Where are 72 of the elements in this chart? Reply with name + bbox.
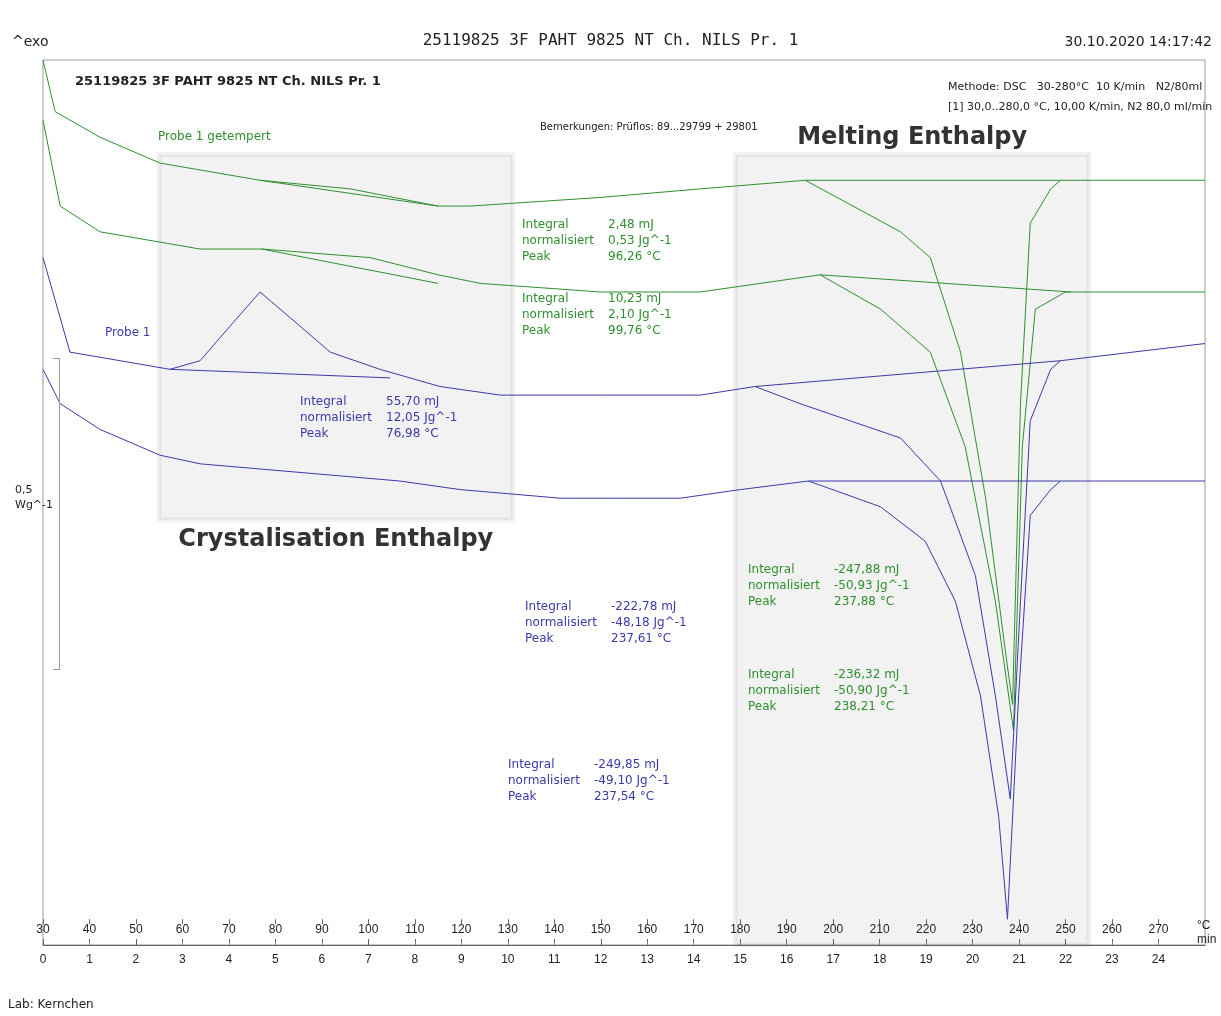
text: Integral -222,78 mJ normalisiert -48,18 Jg^-1 Peak 237,61 °C: [525, 599, 687, 646]
x2-tick-label: 13: [640, 952, 655, 966]
text: Integral -236,32 mJ normalisiert -50,90 Jg^-1 Peak 238,21 °C: [748, 667, 910, 714]
annotation: Probe 1: [105, 324, 151, 341]
text: Integral -249,85 mJ normalisiert -49,10 Jg^-1 Peak 237,54 °C: [508, 757, 670, 804]
x2-tick-label: 20: [965, 952, 980, 966]
x-tick-label: 30: [36, 922, 50, 936]
text: Integral 2,48 mJ normalisiert 0,53 Jg^-1 Peak 96,26 °C: [522, 217, 672, 264]
x-tick-label: 90: [315, 922, 329, 936]
text: Integral 10,23 mJ normalisiert 2,10 Jg^-1 Peak 99,76 °C: [522, 291, 672, 338]
x2-tick-label: 8: [411, 952, 419, 966]
x-tick-label: 250: [1055, 922, 1076, 936]
x-tick-label: 150: [590, 922, 612, 936]
x2-tick-label: 4: [225, 952, 233, 966]
x2-tick-label: 18: [872, 952, 887, 966]
x2-tick-label: 2: [132, 952, 140, 966]
x-tick-label: 230: [962, 922, 983, 936]
annotation: Probe 1 getempert: [158, 128, 271, 145]
annotation: 0,5 Wg^-1: [15, 483, 54, 513]
x-tick-label: 130: [497, 922, 519, 936]
x2-tick-label: 21: [1012, 952, 1027, 966]
x-tick-label: 180: [730, 922, 751, 936]
band-label: Melting Enthalpy: [797, 122, 1028, 151]
x2-axis-title: min: [1197, 932, 1217, 947]
x2-tick-label: 10: [501, 952, 515, 966]
x-tick-label: 70: [222, 922, 236, 936]
x-tick-label: 220: [916, 922, 937, 936]
x2-tick-label: 0: [39, 952, 47, 966]
x-tick-label: 210: [869, 922, 890, 936]
annotation: [1] 30,0..280,0 °C, 10,00 K/min, N2 80,0 ml/min: [948, 100, 1213, 115]
x-tick-label: 120: [451, 922, 472, 936]
chart-title: 25119825 3F PAHT 9825 NT Ch. NILS Pr. 1: [422, 29, 799, 49]
x-tick-label: 60: [175, 922, 190, 936]
x2-tick-label: 19: [919, 952, 934, 966]
x2-tick-label: 5: [272, 952, 280, 966]
x-tick-label: 160: [637, 922, 658, 936]
x-tick-label: 50: [129, 922, 143, 936]
x2-tick-label: 23: [1105, 952, 1120, 966]
x2-tick-label: 22: [1058, 952, 1073, 966]
x-tick-label: 200: [823, 922, 844, 936]
x2-tick-label: 24: [1151, 952, 1166, 966]
annotation: 25119825 3F PAHT 9825 NT Ch. NILS Pr. 1: [75, 72, 381, 90]
text: Integral -247,88 mJ normalisiert -50,93 Jg^-1 Peak 237,88 °C: [748, 562, 910, 609]
annotation: Bemerkungen: Prüflos: 89...29799 + 29801: [540, 120, 758, 134]
x2-tick-label: 11: [548, 952, 561, 966]
x2-tick-label: 15: [733, 952, 748, 966]
x-tick-label: 260: [1102, 922, 1123, 936]
x2-tick-label: 12: [594, 952, 608, 966]
x-tick-label: 100: [358, 922, 379, 936]
x2-tick-label: 6: [318, 952, 326, 966]
band-label: Crystalisation Enthalpy: [178, 524, 494, 553]
x2-tick-label: 7: [365, 952, 373, 966]
x-tick-label: 240: [1009, 922, 1030, 936]
x-tick-label: 190: [776, 922, 798, 936]
text: Integral 55,70 mJ normalisiert 12,05 Jg^-1 Peak 76,98 °C: [300, 394, 458, 441]
x2-tick-label: 17: [826, 952, 841, 966]
x-axis-title: °C: [1197, 918, 1211, 932]
x2-tick-label: 3: [179, 952, 187, 966]
x-tick-label: 270: [1148, 922, 1169, 936]
x2-tick-label: 9: [457, 952, 465, 966]
x-tick-label: 170: [683, 922, 705, 936]
annotation: Methode: DSC 30-280°C 10 K/min N2/80ml: [948, 80, 1203, 95]
x2-tick-label: 16: [780, 952, 794, 966]
x-tick-label: 140: [544, 922, 565, 936]
text: 30.10.2020 14:17:42: [1064, 32, 1212, 51]
x2-tick-label: 1: [86, 952, 94, 966]
x-tick-label: 110: [405, 922, 425, 936]
x-tick-label: 80: [268, 922, 283, 936]
text: Lab: Kernchen: [8, 996, 94, 1013]
x2-tick-label: 14: [687, 952, 701, 966]
text: ^exo: [12, 32, 49, 51]
x-tick-label: 40: [82, 922, 97, 936]
